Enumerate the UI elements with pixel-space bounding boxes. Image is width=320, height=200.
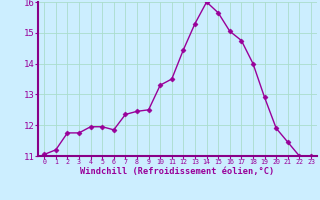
X-axis label: Windchill (Refroidissement éolien,°C): Windchill (Refroidissement éolien,°C) xyxy=(80,167,275,176)
